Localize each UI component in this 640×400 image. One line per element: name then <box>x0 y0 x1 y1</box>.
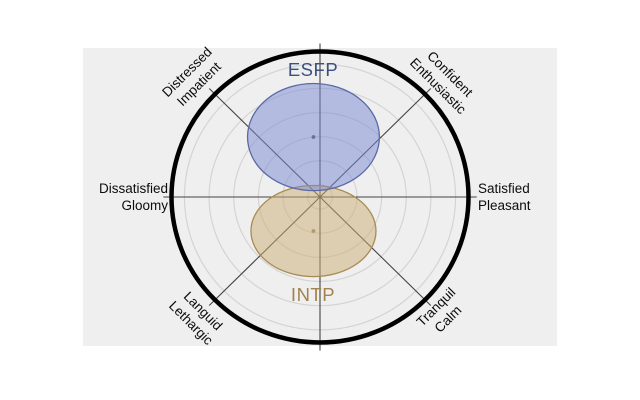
series-dot-intp <box>311 229 316 233</box>
axis-label-dissatisfied-gloomy: Dissatisfied Gloomy <box>98 181 168 213</box>
series-dot-esfp <box>311 135 316 139</box>
axis-label-satisfied-pleasant: Satisfied Pleasant <box>478 181 531 213</box>
series-label-esfp: ESFP <box>287 59 339 80</box>
series-label-intp: INTP <box>290 284 336 305</box>
outer-ring <box>169 49 471 345</box>
